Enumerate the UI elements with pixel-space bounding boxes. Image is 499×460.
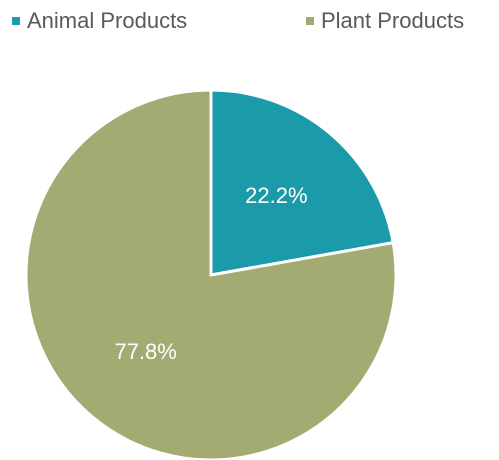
pie-slice-animal-products bbox=[209, 88, 395, 277]
legend-swatch-animal-products bbox=[12, 17, 20, 25]
legend-swatch-plant-products bbox=[306, 17, 314, 25]
legend-label-plant-products: Plant Products bbox=[321, 8, 465, 33]
legend-item-plant-products: Plant Products bbox=[306, 8, 464, 34]
data-label-animal-products: 22.2% bbox=[245, 183, 307, 208]
pie-slice-plant-products bbox=[24, 88, 398, 460]
legend-item-animal-products: Animal Products bbox=[12, 8, 187, 34]
chart-legend: Animal Products Plant Products bbox=[0, 0, 499, 40]
data-label-plant-products: 77.8% bbox=[114, 339, 176, 364]
legend-label-animal-products: Animal Products bbox=[27, 8, 188, 33]
